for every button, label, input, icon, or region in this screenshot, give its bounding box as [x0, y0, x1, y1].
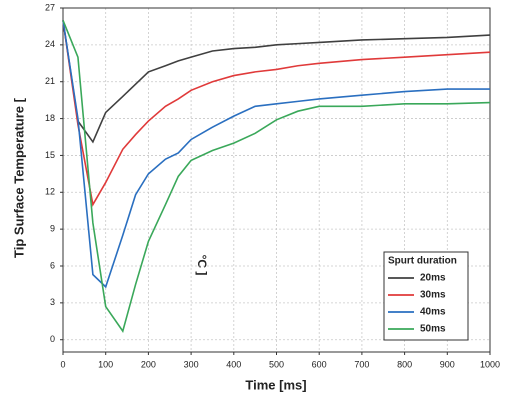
legend-label: 40ms [420, 307, 446, 318]
x-tick-label: 1000 [480, 359, 500, 369]
x-tick-label: 600 [312, 359, 327, 369]
x-tick-label: 200 [141, 359, 156, 369]
legend-label: 50ms [420, 324, 446, 335]
y-tick-label: 15 [45, 150, 55, 160]
series-line [62, 19, 491, 333]
x-tick-label: 400 [226, 359, 241, 369]
y-tick-label: 9 [50, 224, 55, 234]
legend-label: 30ms [420, 290, 446, 301]
x-tick-label: 900 [440, 359, 455, 369]
y-tick-label: 3 [50, 297, 55, 307]
y-tick-label: 27 [45, 2, 55, 12]
legend-box [383, 251, 469, 341]
x-axis-label: Time [ms] [245, 377, 306, 392]
unit-annotation: °C ] [195, 255, 209, 276]
x-tick-label: 300 [184, 359, 199, 369]
x-tick-label: 100 [98, 359, 113, 369]
series-line [62, 20, 490, 289]
x-tick-label: 700 [354, 359, 369, 369]
legend-label: 20ms [420, 273, 446, 284]
y-tick-label: 12 [45, 187, 55, 197]
series-line [62, 20, 491, 207]
y-tick-label: 24 [45, 39, 55, 49]
legend-title: Spurt duration [388, 256, 457, 267]
y-tick-label: 0 [50, 334, 55, 344]
y-axis-label: Tip Surface Temperature [ [11, 97, 26, 258]
y-tick-label: 21 [45, 76, 55, 86]
legend: Spurt duration 20ms 30ms 40ms 50ms [383, 251, 469, 341]
x-tick-label: 0 [60, 359, 65, 369]
y-tick-label: 18 [45, 113, 55, 123]
series-line [62, 20, 491, 144]
y-tick-label: 6 [50, 260, 55, 270]
plot-frame [62, 7, 491, 353]
x-tick-label: 800 [397, 359, 412, 369]
x-tick-label: 500 [269, 359, 284, 369]
